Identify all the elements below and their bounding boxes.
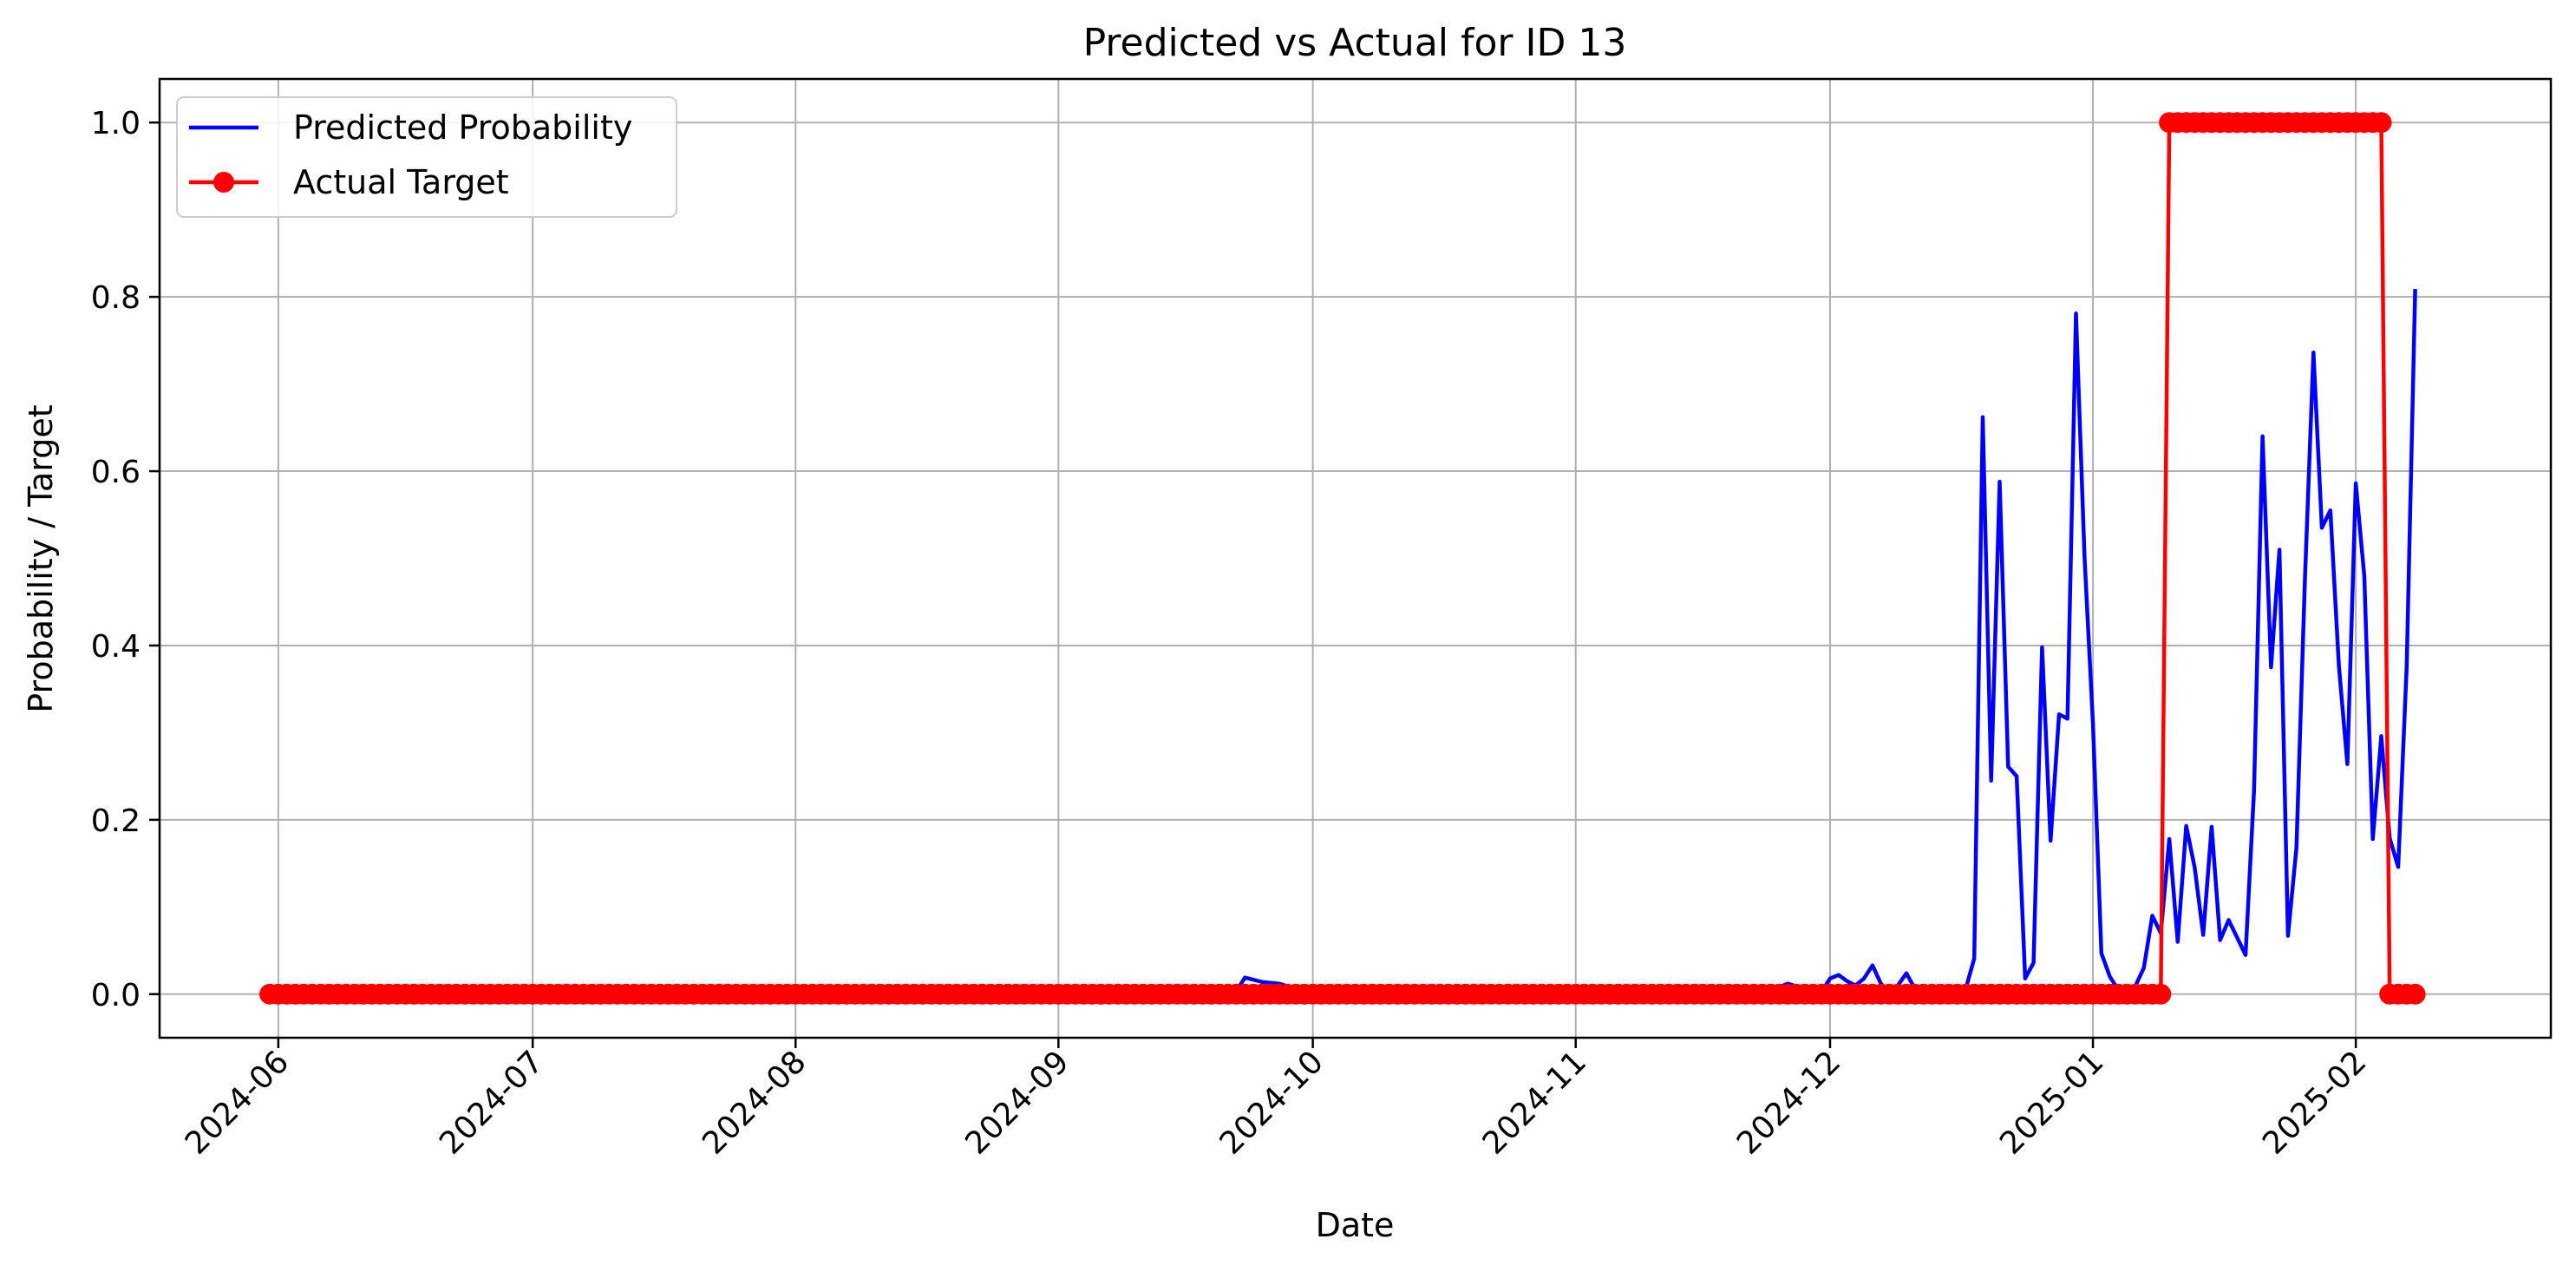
y-tick-label: 1.0 — [91, 106, 141, 141]
y-tick-label: 0.0 — [91, 978, 141, 1013]
y-axis-label: Probability / Target — [22, 404, 60, 712]
actual-target-point — [2370, 112, 2392, 134]
actual-target-point — [2404, 983, 2426, 1005]
legend: Predicted Probability Actual Target — [176, 96, 677, 218]
chart-title: Predicted vs Actual for ID 13 — [1083, 21, 1627, 65]
x-axis-label: Date — [1316, 1206, 1395, 1244]
y-tick-label: 0.4 — [91, 629, 141, 665]
legend-label-actual: Actual Target — [293, 163, 509, 201]
y-tick-label: 0.6 — [91, 455, 141, 490]
y-tick-label: 0.2 — [91, 803, 141, 839]
y-tick-label: 0.8 — [91, 280, 141, 316]
plot-area — [259, 112, 2426, 1005]
plot-frame — [158, 77, 2553, 1039]
grid — [160, 79, 2551, 1038]
legend-box — [176, 96, 677, 218]
legend-label-predicted: Predicted Probability — [293, 108, 632, 147]
legend-marker-actual — [213, 172, 234, 193]
actual-target-point — [2150, 983, 2172, 1005]
